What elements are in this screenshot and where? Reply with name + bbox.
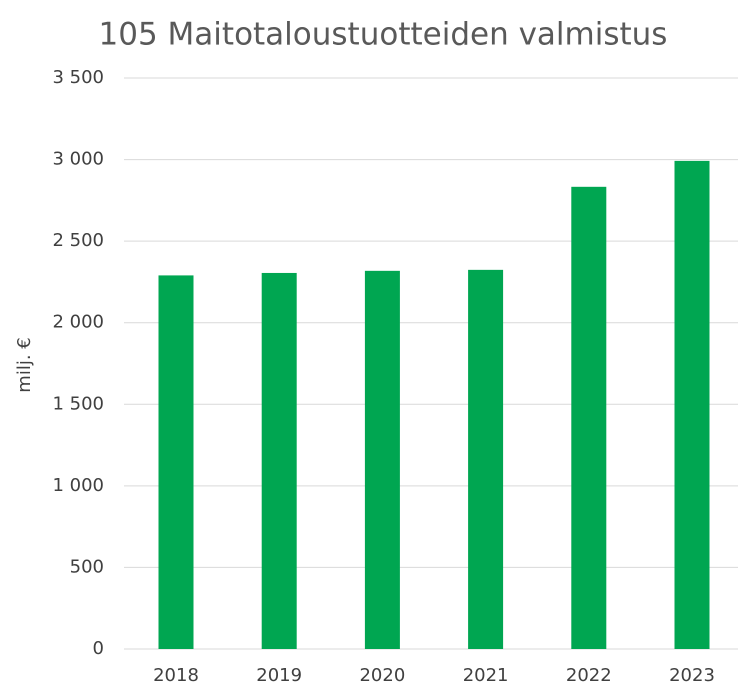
y-tick-label: 0	[93, 638, 104, 659]
x-tick-label: 2022	[566, 665, 612, 686]
x-tick-label: 2023	[669, 665, 715, 686]
bar	[158, 275, 194, 649]
y-tick-label: 3 000	[52, 149, 104, 170]
x-tick-label: 2018	[153, 665, 199, 686]
y-tick-label: 1 500	[52, 393, 104, 414]
bar	[571, 186, 607, 649]
x-tick-label: 2020	[359, 665, 405, 686]
x-tick-label: 2021	[463, 665, 509, 686]
y-tick-label: 500	[70, 556, 104, 577]
bar	[468, 269, 504, 649]
y-tick-label: 1 000	[52, 475, 104, 496]
bar	[364, 270, 400, 649]
y-axis-label: milj. €	[14, 337, 35, 392]
x-tick-label: 2019	[256, 665, 302, 686]
bar	[674, 160, 710, 649]
bar	[261, 272, 297, 649]
y-tick-label: 3 500	[52, 67, 104, 88]
y-tick-label: 2 000	[52, 312, 104, 333]
y-tick-label: 2 500	[52, 230, 104, 251]
chart-title: 105 Maitotaloustuotteiden valmistus	[99, 17, 668, 53]
